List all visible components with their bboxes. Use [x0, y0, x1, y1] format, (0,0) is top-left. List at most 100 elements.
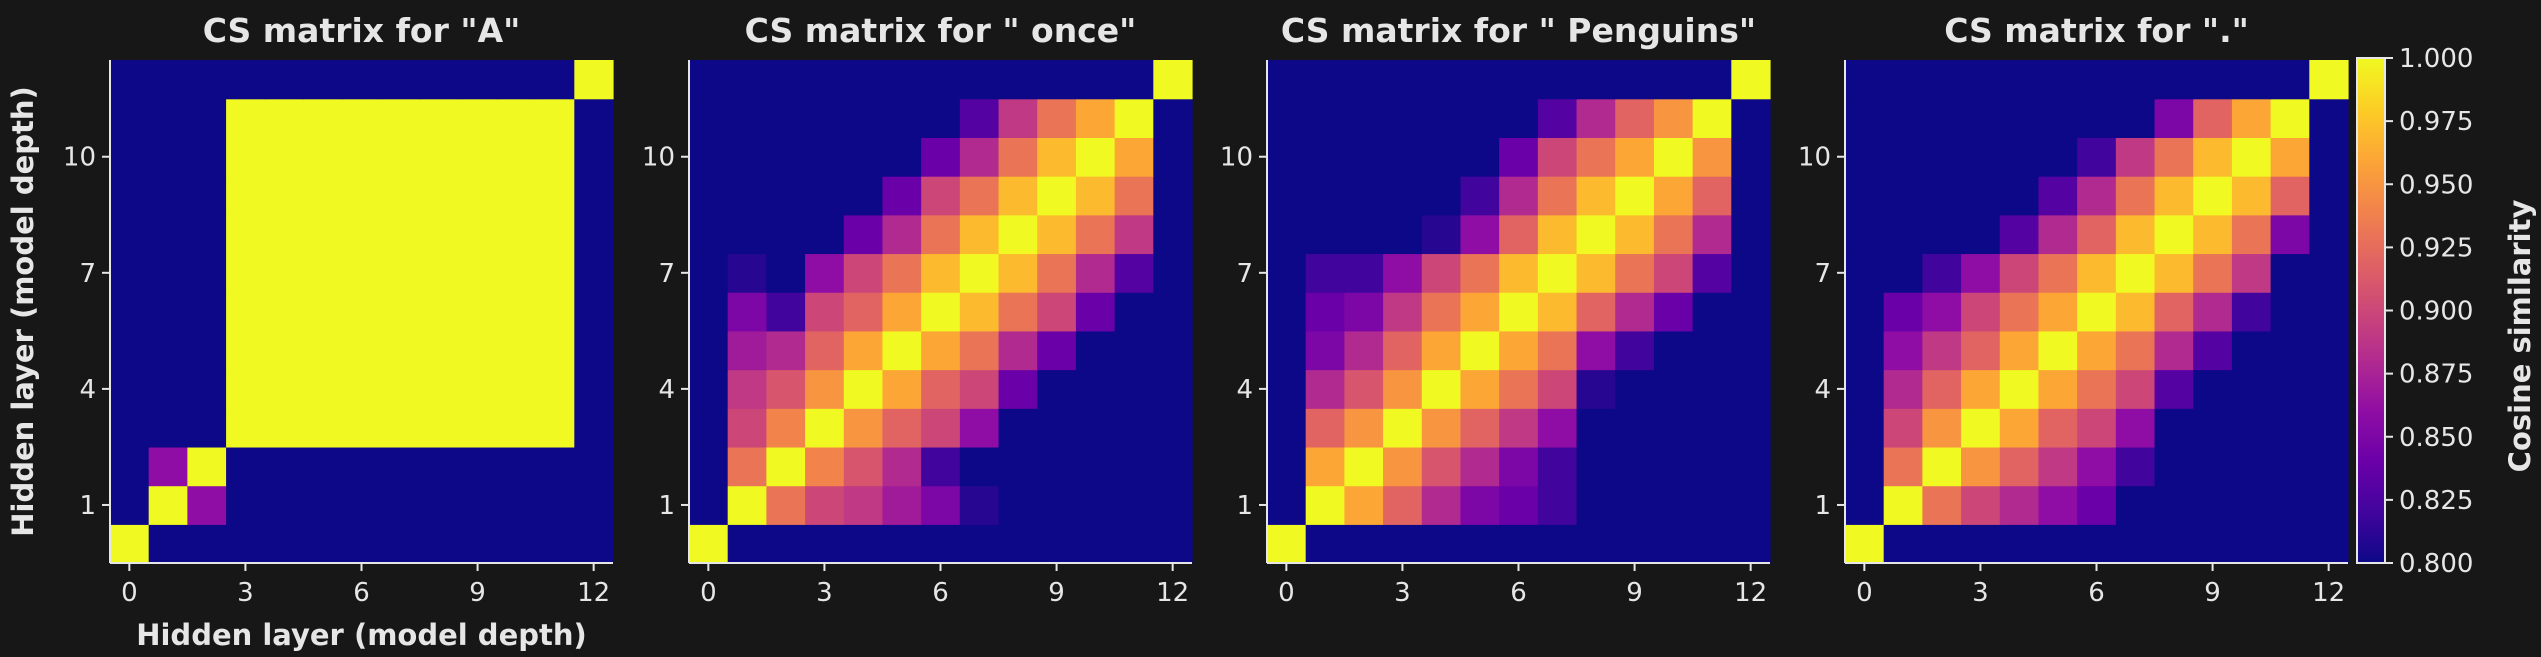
heatmap-cell: [342, 446, 382, 487]
heatmap-cell: [1961, 137, 2001, 177]
heatmap-cell: [2309, 408, 2349, 448]
x-tick-label: 0: [1278, 578, 1295, 608]
heatmap-cell: [1460, 292, 1500, 332]
heatmap-cell: [2270, 253, 2310, 293]
heatmap-cell: [1153, 176, 1193, 216]
heatmap-cell: [110, 292, 150, 332]
heatmap-cell: [1267, 214, 1307, 255]
heatmap-cell: [226, 369, 266, 409]
heatmap-cell: [1305, 446, 1345, 487]
heatmap-cell: [342, 485, 382, 525]
heatmap-cell: [419, 176, 459, 216]
heatmap-cell: [2038, 330, 2078, 371]
heatmap-cell: [1999, 176, 2040, 216]
heatmap-cell: [380, 446, 421, 487]
y-tick-label: 7: [79, 259, 96, 289]
heatmap-cell: [148, 137, 188, 177]
heatmap-cell: [1845, 524, 1885, 564]
heatmap-cell: [110, 98, 150, 138]
heatmap-cell: [226, 253, 266, 293]
heatmap-cell: [1883, 292, 1923, 332]
heatmap-cell: [1421, 330, 1462, 371]
heatmap-cell: [1999, 253, 2040, 293]
heatmap-cell: [998, 176, 1038, 216]
heatmap-cell: [2309, 524, 2349, 564]
heatmap-cell: [1153, 330, 1193, 371]
heatmap-cell: [1037, 214, 1077, 255]
heatmap-cell: [843, 524, 884, 564]
heatmap-cell: [1653, 137, 1694, 177]
heatmap-cell: [187, 176, 227, 216]
heatmap-cell: [1961, 292, 2001, 332]
heatmap-cell: [1537, 60, 1578, 100]
x-tick-label: 6: [932, 578, 949, 608]
heatmap-cell: [1537, 330, 1578, 371]
heatmap-cell: [2231, 292, 2272, 332]
heatmap-cell: [882, 485, 922, 525]
heatmap-cell: [843, 176, 884, 216]
heatmap-cell: [1653, 485, 1694, 525]
heatmap-cell: [303, 176, 343, 216]
heatmap-cell: [1576, 98, 1616, 138]
heatmap-cell: [689, 253, 729, 293]
heatmap-cell: [148, 176, 188, 216]
heatmap-cell: [458, 369, 498, 409]
heatmap-cell: [2115, 292, 2156, 332]
heatmap-cell: [1537, 369, 1578, 409]
heatmap-cell: [1075, 253, 1116, 293]
heatmap-cell: [2270, 137, 2310, 177]
heatmap-cell: [805, 60, 845, 100]
heatmap-cell: [303, 98, 343, 138]
heatmap-cell: [998, 446, 1038, 487]
heatmap-cell: [1305, 408, 1345, 448]
heatmap-cell: [2038, 253, 2078, 293]
heatmap-cell: [1267, 98, 1307, 138]
heatmap-cell: [226, 214, 266, 255]
heatmap-cell: [1731, 485, 1771, 525]
heatmap-cell: [1421, 176, 1462, 216]
heatmap-cell: [805, 485, 845, 525]
heatmap-cell: [1922, 214, 1962, 255]
heatmap-cell: [2038, 176, 2078, 216]
heatmap-cell: [2270, 408, 2310, 448]
x-tick-label: 3: [237, 578, 254, 608]
heatmap-cell: [1383, 253, 1423, 293]
heatmap-cell: [535, 485, 575, 525]
y-tick-label: 7: [1236, 259, 1253, 289]
heatmap-cell: [2231, 214, 2272, 255]
heatmap-cell: [187, 369, 227, 409]
heatmap-cell: [2077, 446, 2117, 487]
heatmap-cell: [1037, 98, 1077, 138]
heatmap-cell: [689, 369, 729, 409]
heatmap-cell: [689, 408, 729, 448]
heatmap-cell: [1692, 485, 1732, 525]
heatmap-cell: [2309, 60, 2349, 100]
heatmap-cell: [2231, 253, 2272, 293]
heatmap-cell: [2193, 330, 2233, 371]
heatmap-cell: [1421, 292, 1462, 332]
heatmap-cell: [226, 446, 266, 487]
heatmap-panel-4: CS matrix for "." 0 3 6 9 12 1 4 7 10: [1798, 11, 2349, 608]
heatmap-cell: [1731, 408, 1771, 448]
heatmap-cell: [1114, 176, 1154, 216]
heatmap-cell: [1075, 369, 1116, 409]
heatmap-cell: [535, 408, 575, 448]
heatmap-cell: [2270, 485, 2310, 525]
heatmap-cell: [1421, 524, 1462, 564]
heatmap-cell: [1460, 369, 1500, 409]
heatmap-cell: [1499, 330, 1539, 371]
heatmap-cell: [1922, 330, 1962, 371]
heatmap-cell: [1922, 408, 1962, 448]
heatmap-cell: [2270, 292, 2310, 332]
heatmap-cell: [766, 446, 806, 487]
heatmap-cell: [1692, 176, 1732, 216]
heatmap-cell: [458, 214, 498, 255]
heatmap-cell: [1037, 369, 1077, 409]
heatmap-cell: [1114, 446, 1154, 487]
heatmap-cell: [2193, 214, 2233, 255]
heatmap-cell: [1153, 369, 1193, 409]
x-tick-label: 9: [1048, 578, 1065, 608]
heatmap-cell: [2193, 253, 2233, 293]
heatmap-cell: [226, 98, 266, 138]
heatmap-cell: [1615, 408, 1655, 448]
